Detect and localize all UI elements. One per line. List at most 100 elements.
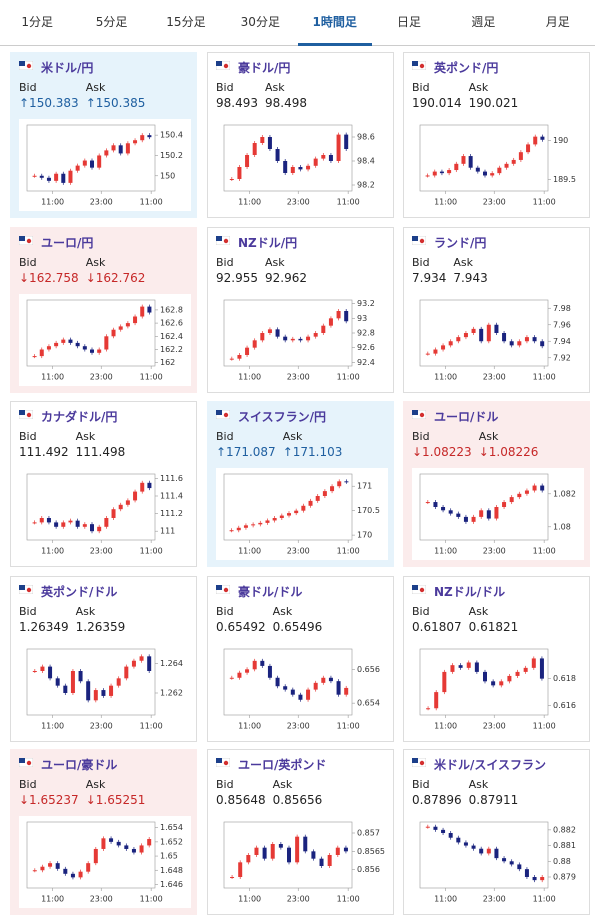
candle-body xyxy=(283,336,288,341)
candle-body xyxy=(229,677,234,679)
flag-part xyxy=(412,758,418,763)
currency-panel[interactable]: 英ポンド/円 Bid Ask 190.014 190.021 189.5 190 11:00 2… xyxy=(403,52,590,218)
candle xyxy=(68,337,73,345)
x-tick-label: 11:00 xyxy=(238,198,261,207)
currency-panel[interactable]: NZドル/ドル Bid Ask 0.61807 0.61821 0.616 0.618 11:… xyxy=(403,576,590,742)
candle-body xyxy=(298,338,303,341)
currency-panel[interactable]: 英ポンド/ドル Bid Ask 1.26349 1.26359 1.262 1.264 11:… xyxy=(10,576,197,742)
candle-body xyxy=(474,662,479,672)
currency-panel[interactable]: 豪ドル/円 Bid Ask 98.493 98.498 98.2 98.4 98.6 11:00… xyxy=(207,52,394,218)
y-tick-label: 93 xyxy=(357,314,367,323)
candle xyxy=(61,337,66,345)
ask-label: Ask xyxy=(478,430,499,443)
candle xyxy=(494,505,499,521)
y-tick-label: 7.98 xyxy=(553,304,571,313)
candle-body xyxy=(82,346,87,350)
mini-chart: 1.08 1.082 11:00 23:00 11:00 xyxy=(419,473,576,556)
pair-title: ユーロ/英ポンド xyxy=(238,758,327,772)
candle xyxy=(532,875,537,883)
bid-label: Bid xyxy=(19,778,37,791)
flag-bg xyxy=(412,585,426,594)
bid-value: ↓1.08223 xyxy=(412,445,472,459)
quote: Bid Ask 0.65492 0.65496 xyxy=(216,605,322,634)
candle-body xyxy=(335,847,340,855)
quote: Bid Ask 92.955 92.962 xyxy=(216,256,307,285)
ask-value: 0.61821 xyxy=(468,620,519,634)
candle xyxy=(139,843,144,855)
candle xyxy=(315,494,320,503)
currency-panel[interactable]: ユーロ/ドル Bid Ask ↓1.08223 ↓1.08226 1.08 1.082 11:… xyxy=(403,401,590,567)
x-tick-label: 11:00 xyxy=(434,895,457,904)
candle-body xyxy=(434,692,439,709)
candle xyxy=(479,846,484,856)
candle xyxy=(509,339,514,348)
ask-label: Ask xyxy=(272,778,293,791)
candle-body xyxy=(111,329,116,337)
currency-panel[interactable]: 米ドル/スイスフラン Bid Ask 0.87896 0.87911 0.879 0.88 0… xyxy=(403,749,590,915)
currency-panel[interactable]: カナダドル/円 Bid Ask 111.492 111.498 111 111.2 111.4… xyxy=(10,401,197,567)
quote: Bid Ask ↑150.383 ↑150.385 xyxy=(19,81,145,110)
tab[interactable]: 日足 xyxy=(397,15,422,29)
candle-body xyxy=(68,339,73,343)
currency-panel[interactable]: ユーロ/英ポンド Bid Ask 0.85648 0.85656 0.856 0.8565 0… xyxy=(207,749,394,915)
flag-icon xyxy=(412,236,426,245)
ask-value: ↓1.65251 xyxy=(85,793,146,807)
currency-panel[interactable]: NZドル/円 Bid Ask 92.955 92.962 92.4 92.6 92.8 93 93… xyxy=(207,227,394,393)
candle xyxy=(458,663,463,670)
candle xyxy=(125,321,130,329)
candle xyxy=(426,706,431,711)
y-tick-label: 0.856 xyxy=(357,865,380,874)
candle-body xyxy=(267,329,272,333)
candle-body xyxy=(298,694,303,700)
candle xyxy=(54,340,59,349)
candle-body xyxy=(313,333,318,337)
ask-value: 98.498 xyxy=(265,96,307,110)
x-tick-label: 23:00 xyxy=(483,198,506,207)
candle-body xyxy=(140,135,145,141)
tab[interactable]: 1時間足 xyxy=(297,0,372,46)
currency-panel[interactable]: 豪ドル/ドル Bid Ask 0.65492 0.65496 0.654 0.656 11:0… xyxy=(207,576,394,742)
ask-label: Ask xyxy=(85,778,106,791)
flag-icon xyxy=(412,61,426,70)
candle xyxy=(252,338,257,350)
x-tick-label: 23:00 xyxy=(90,198,113,207)
ask-label: Ask xyxy=(468,778,489,791)
candle-body xyxy=(456,513,461,517)
candle-body xyxy=(526,144,531,153)
candle-body xyxy=(260,137,265,143)
candle xyxy=(319,856,324,868)
candle xyxy=(441,827,446,835)
tab[interactable]: 30分足 xyxy=(240,15,280,29)
candle-body xyxy=(502,858,507,862)
plot-frame xyxy=(26,821,156,889)
candle xyxy=(343,845,348,854)
bid-value: 190.014 xyxy=(412,96,462,110)
tab[interactable]: 15分足 xyxy=(166,15,206,29)
ask-label: Ask xyxy=(85,256,106,269)
currency-panel[interactable]: スイスフラン/円 Bid Ask ↑171.087 ↑171.103 170 170.5 17… xyxy=(207,401,394,567)
candle xyxy=(229,177,234,181)
tab[interactable]: 週足 xyxy=(471,15,496,29)
candle xyxy=(97,524,102,534)
tab[interactable]: 1分足 xyxy=(21,15,53,29)
tab[interactable]: 月足 xyxy=(545,15,570,29)
candle xyxy=(124,843,129,851)
candle xyxy=(448,339,453,348)
candle xyxy=(448,831,453,840)
candle-body xyxy=(275,329,280,337)
bid-label: Bid xyxy=(216,81,234,94)
currency-panel[interactable]: ユーロ/豪ドル Bid Ask ↓1.65237 ↓1.65251 1.646 1.648 1… xyxy=(10,749,197,915)
candle xyxy=(447,168,452,176)
currency-panel[interactable]: ユーロ/円 Bid Ask ↓162.758 ↓162.762 162 162.2 162.4… xyxy=(10,227,197,393)
bid-value: ↓1.65237 xyxy=(19,793,79,807)
candle xyxy=(260,331,265,343)
candle-body xyxy=(343,847,348,852)
tab[interactable]: 5分足 xyxy=(95,15,128,29)
candle xyxy=(313,156,318,168)
currency-panel[interactable]: ランド/円 Bid Ask 7.934 7.943 7.92 7.94 7.96 7.98 11:… xyxy=(403,227,590,393)
pair-title: NZドル/円 xyxy=(238,236,298,250)
bid-label: Bid xyxy=(216,605,234,618)
quote: Bid Ask 0.85648 0.85656 xyxy=(216,778,322,807)
candle-body xyxy=(97,349,102,353)
currency-panel[interactable]: 米ドル/円 Bid Ask ↑150.383 ↑150.385 150 150.2 150.4… xyxy=(10,52,197,218)
